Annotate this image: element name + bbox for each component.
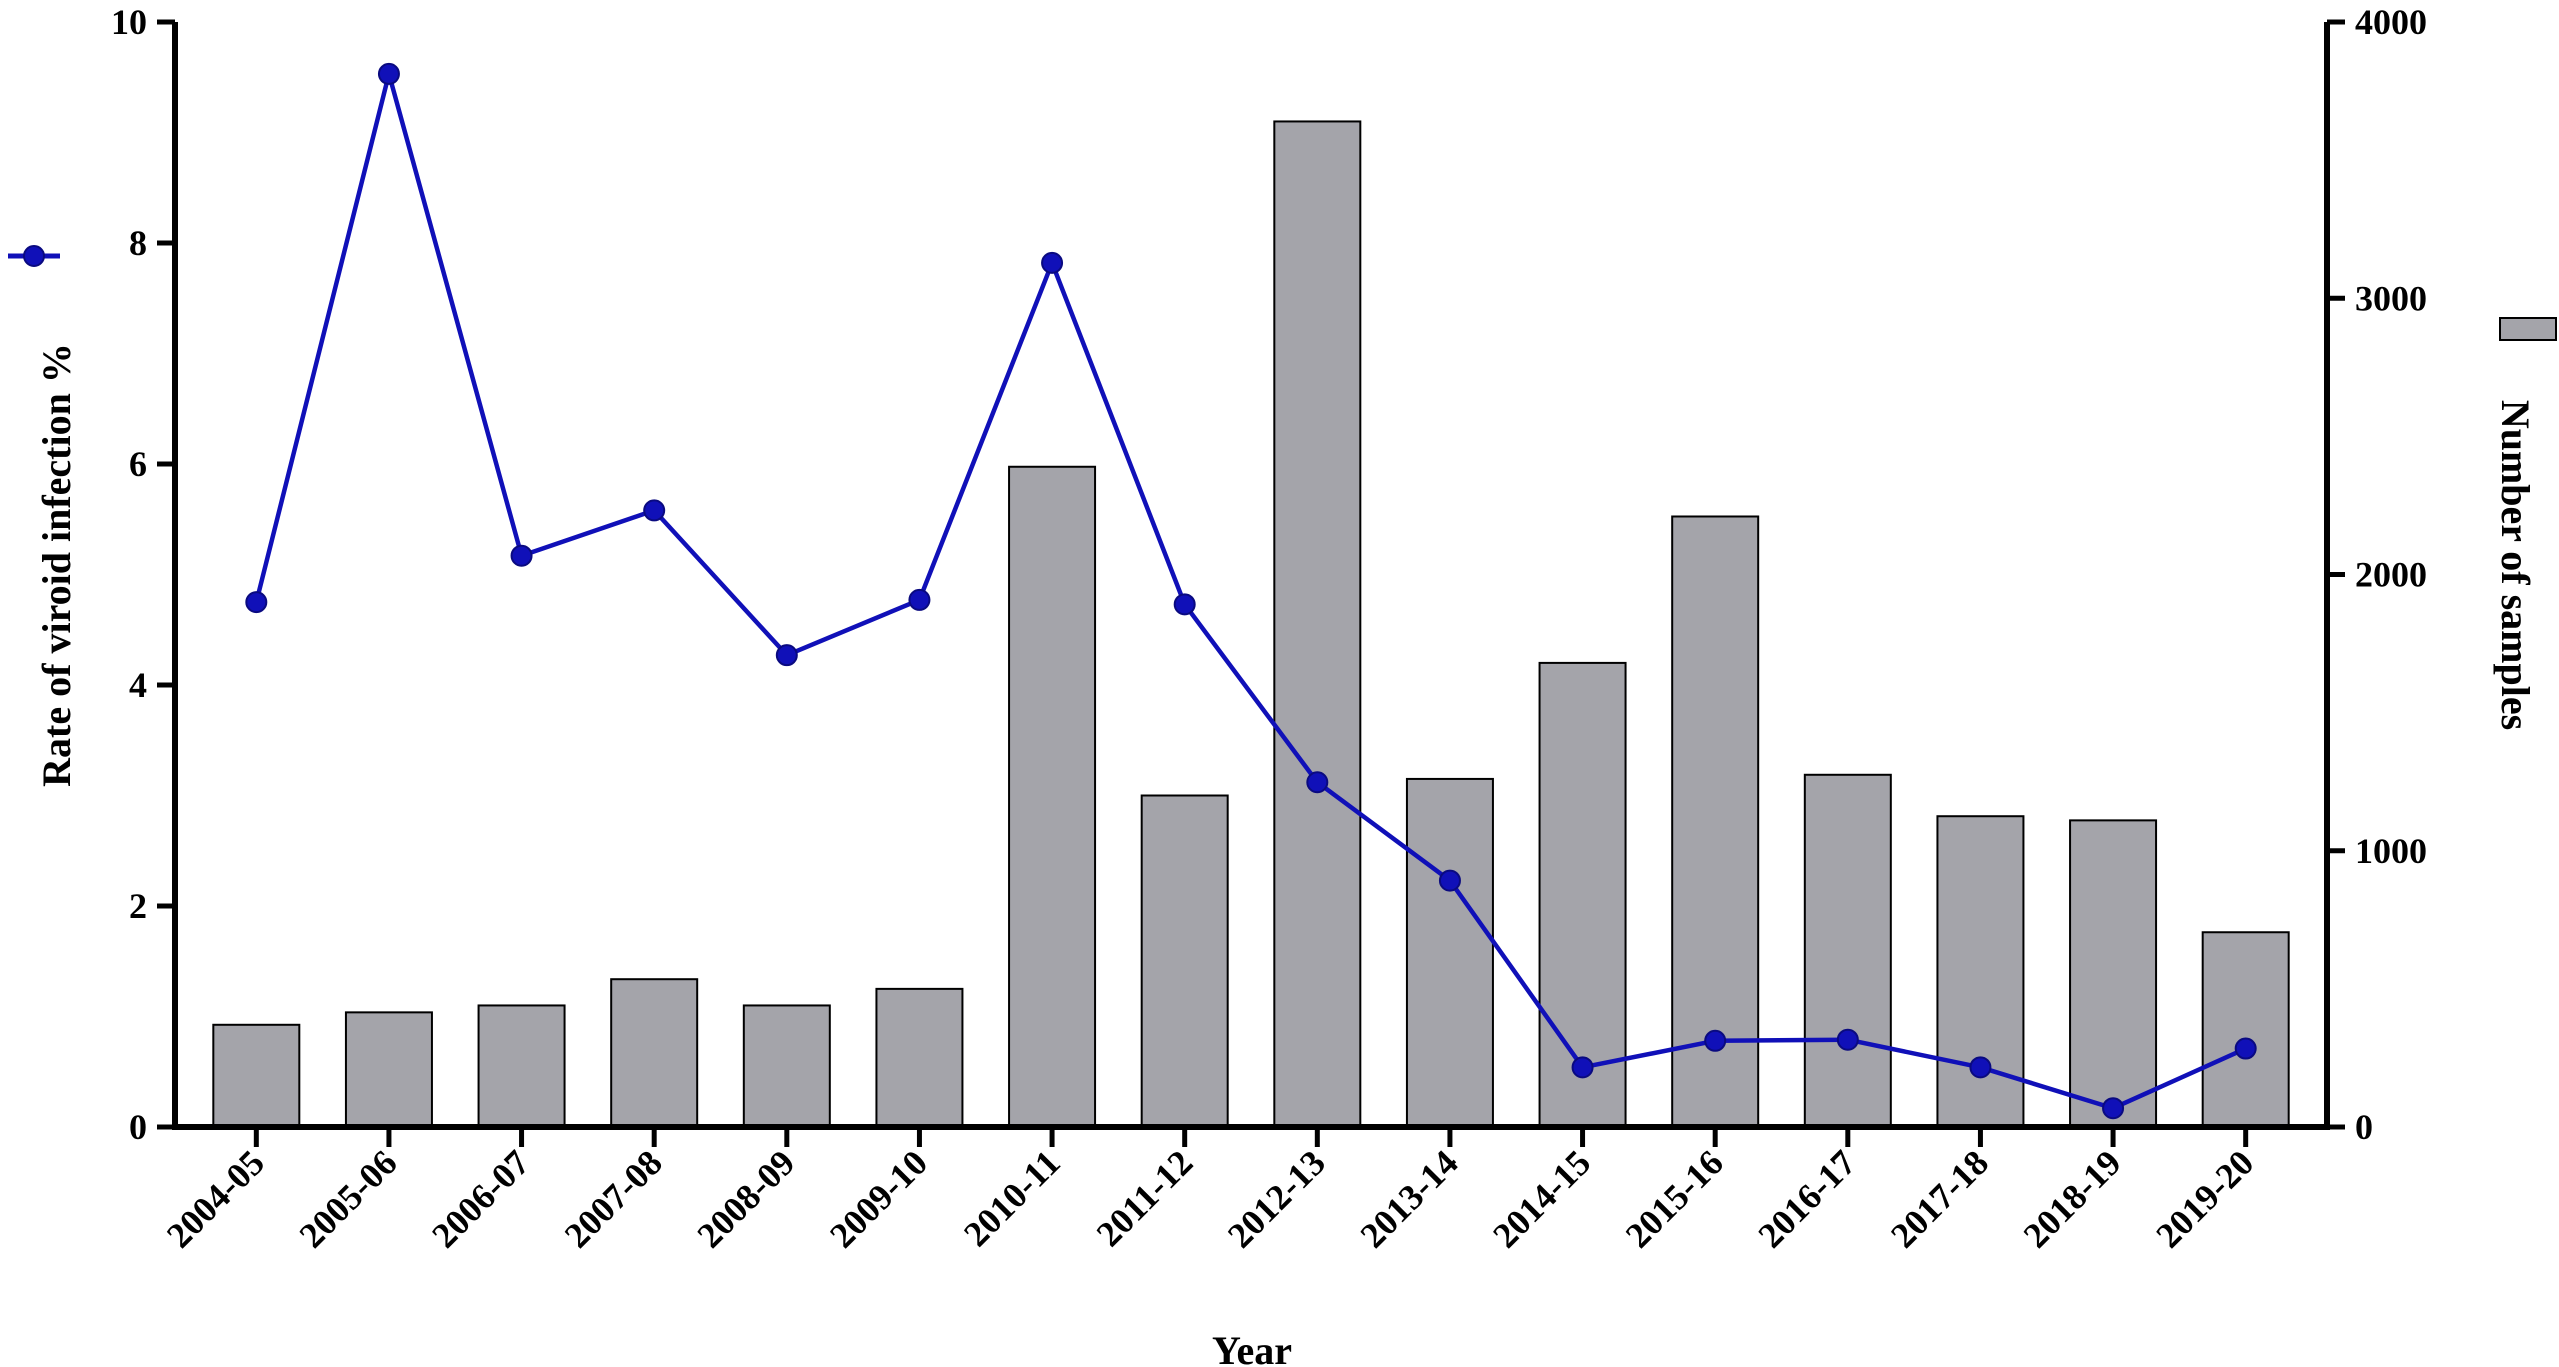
line-series	[245, 62, 2257, 1120]
x-tick-label-2006-07: 2006-07	[424, 1142, 537, 1255]
bar-2010-11	[1008, 465, 1097, 1128]
x-tick-label-2007-08: 2007-08	[557, 1142, 670, 1255]
point-2011-12	[1173, 593, 1196, 616]
x-tick-label-2018-19: 2018-19	[2016, 1142, 2129, 1255]
right-tick-label: 1000	[2355, 831, 2427, 871]
left-axis-ticks: 0 2 4 6 8 10	[111, 2, 175, 1147]
x-tick-label-2019-20: 2019-20	[2148, 1142, 2261, 1255]
point-2008-09	[775, 644, 798, 667]
bar-2013-14	[1405, 777, 1494, 1128]
right-axis-legend-swatch	[2499, 317, 2557, 341]
x-tick-label-2009-10: 2009-10	[822, 1142, 935, 1255]
x-axis-ticks: 2004-05 2005-06 2006-07 2007-08 2008-09 2009-…	[159, 1127, 2261, 1256]
right-axis-title: Number of samples	[2493, 400, 2538, 730]
left-tick-label: 6	[129, 444, 147, 484]
bar-series	[212, 120, 2290, 1129]
point-2007-08	[643, 499, 666, 522]
bar-2007-08	[610, 978, 699, 1128]
point-2004-05	[245, 591, 268, 614]
x-tick-label-2017-18: 2017-18	[1883, 1142, 1996, 1255]
point-2012-13	[1306, 771, 1329, 794]
bar-2009-10	[875, 987, 964, 1128]
x-tick-label-2014-15: 2014-15	[1485, 1142, 1598, 1255]
bar-2019-20	[2201, 931, 2290, 1129]
point-2017-18	[1969, 1056, 1992, 1079]
x-tick-label-2005-06: 2005-06	[291, 1142, 404, 1255]
bar-2006-07	[477, 1004, 566, 1129]
x-tick-label-2011-12: 2011-12	[1089, 1142, 1201, 1254]
bar-2016-17	[1803, 773, 1892, 1128]
x-tick-label-2004-05: 2004-05	[159, 1142, 272, 1255]
left-axis-title: Rate of viroid infection %	[34, 343, 79, 787]
point-2016-17	[1836, 1028, 1859, 1051]
bar-2012-13	[1273, 120, 1362, 1128]
bar-2011-12	[1140, 794, 1229, 1128]
left-tick-label: 8	[129, 223, 147, 263]
bar-2017-18	[1936, 815, 2025, 1128]
bar-2015-16	[1671, 515, 1760, 1128]
point-2005-06	[377, 62, 400, 85]
bar-2008-09	[742, 1004, 831, 1129]
point-2013-14	[1438, 869, 1461, 892]
left-tick-label: 0	[129, 1107, 147, 1147]
right-tick-label: 4000	[2355, 2, 2427, 42]
x-tick-label-2013-14: 2013-14	[1352, 1142, 1465, 1255]
bar-2005-06	[344, 1011, 433, 1129]
x-tick-label-2008-09: 2008-09	[689, 1142, 802, 1255]
point-2014-15	[1571, 1056, 1594, 1079]
left-axis-legend-marker	[8, 245, 60, 267]
x-tick-label-2016-17: 2016-17	[1750, 1142, 1863, 1255]
point-2019-20	[2234, 1037, 2257, 1060]
point-2018-19	[2102, 1097, 2125, 1120]
point-2015-16	[1704, 1029, 1727, 1052]
point-2006-07	[510, 544, 533, 567]
bar-2014-15	[1538, 661, 1627, 1129]
right-axis-ticks: 0 1000 2000 3000 4000	[2327, 2, 2427, 1147]
x-tick-label-2015-16: 2015-16	[1618, 1142, 1731, 1255]
right-tick-label: 3000	[2355, 278, 2427, 318]
left-tick-label: 2	[129, 886, 147, 926]
infection-rate-line	[254, 71, 2247, 1111]
left-tick-label: 4	[129, 665, 147, 705]
left-tick-label: 10	[111, 2, 147, 42]
x-axis-title: Year	[1212, 1328, 1292, 1367]
x-tick-label-2010-11: 2010-11	[956, 1142, 1068, 1254]
right-tick-label: 2000	[2355, 555, 2427, 595]
point-2010-11	[1041, 251, 1064, 274]
bar-2004-05	[212, 1023, 301, 1128]
bar-2018-19	[2069, 819, 2158, 1128]
point-2009-10	[908, 588, 931, 611]
right-tick-label: 0	[2355, 1107, 2373, 1147]
x-tick-label-2012-13: 2012-13	[1220, 1142, 1333, 1255]
